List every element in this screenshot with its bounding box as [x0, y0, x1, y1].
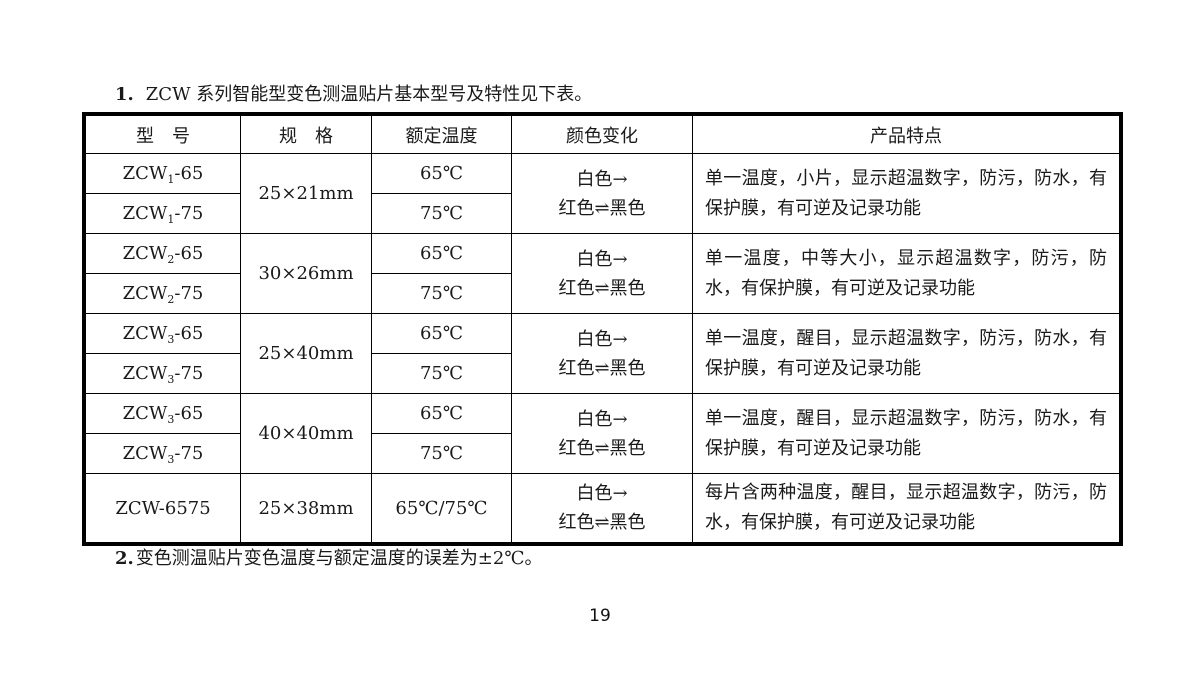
table-row: ZCW-6575 25×38mm 65℃/75℃ 白色→ 红色⇌黑色 每片含两种… [85, 473, 1120, 543]
model-suffix: -75 [174, 443, 204, 464]
temp-cell: 65℃/75℃ [371, 473, 512, 543]
model-suffix: -65 [174, 403, 204, 424]
table-row: ZCW2-65 30×26mm 65℃ 白色→ 红色⇌黑色 单一温度，中等大小，… [85, 233, 1120, 314]
color-change-line1: 白色→ [576, 328, 628, 350]
temp-cell: 65℃ [371, 313, 512, 354]
features-cell: 单一温度，小片，显示超温数字，防污，防水，有保护膜，有可逆及记录功能 [692, 153, 1120, 234]
model-suffix: -65 [174, 323, 204, 344]
heading-text: ZCW 系列智能型变色测温贴片基本型号及特性见下表。 [145, 84, 593, 105]
color-change-line2: 红色⇌黑色 [558, 512, 646, 533]
temp-cell: 65℃ [371, 153, 512, 194]
color-change-line2: 红色⇌黑色 [558, 197, 646, 219]
page-number: 19 [589, 606, 611, 626]
header-temp: 额定温度 [371, 115, 512, 154]
footnote-text: 变色测温贴片变色温度与额定温度的误差为±2℃。 [135, 548, 543, 569]
color-change-cell: 白色→ 红色⇌黑色 [511, 313, 693, 394]
color-change-cell: 白色→ 红色⇌黑色 [511, 393, 693, 474]
temp-cell: 65℃ [371, 233, 512, 274]
color-change-line1: 白色→ [576, 248, 628, 270]
table-header-row: 型 号 规 格 额定温度 颜色变化 产品特点 [85, 115, 1120, 154]
model-subscript: 3 [167, 453, 175, 466]
header-spec: 规 格 [240, 115, 372, 154]
model-cell: ZCW1-65 [85, 153, 241, 194]
model-cell: ZCW1-75 [85, 193, 241, 234]
model-suffix: -65 [174, 243, 204, 264]
header-features: 产品特点 [692, 115, 1120, 154]
temp-cell: 75℃ [371, 273, 512, 314]
section-heading: 1. ZCW 系列智能型变色测温贴片基本型号及特性见下表。 [115, 84, 592, 106]
model-prefix: ZCW [122, 203, 168, 224]
model-suffix: -75 [174, 203, 204, 224]
spec-cell: 25×38mm [240, 473, 372, 543]
spec-cell: 25×40mm [240, 313, 372, 394]
model-prefix: ZCW [122, 283, 168, 304]
spec-table: 型 号 规 格 额定温度 颜色变化 产品特点 ZCW1-65 25×21mm 6… [85, 115, 1120, 543]
header-color-change: 颜色变化 [511, 115, 693, 154]
model-prefix: ZCW [122, 443, 168, 464]
model-cell: ZCW-6575 [85, 473, 241, 543]
color-change-line1: 白色→ [576, 408, 628, 430]
model-suffix: -75 [174, 283, 204, 304]
model-subscript: 3 [167, 373, 175, 386]
model-prefix: ZCW [122, 243, 168, 264]
spec-table-container: 型 号 规 格 额定温度 颜色变化 产品特点 ZCW1-65 25×21mm 6… [82, 112, 1123, 546]
spec-cell: 40×40mm [240, 393, 372, 474]
model-prefix: ZCW [122, 363, 168, 384]
table-row: ZCW3-65 25×40mm 65℃ 白色→ 红色⇌黑色 单一温度，醒目，显示… [85, 313, 1120, 394]
model-prefix: ZCW [122, 403, 168, 424]
table-row: ZCW1-75 75℃ [85, 193, 1120, 234]
model-subscript: 2 [167, 293, 175, 306]
color-change-cell: 白色→ 红色⇌黑色 [511, 153, 693, 234]
temp-cell: 75℃ [371, 193, 512, 234]
features-cell: 单一温度，醒目，显示超温数字，防污，防水，有保护膜，有可逆及记录功能 [692, 393, 1120, 474]
features-cell: 单一温度，醒目，显示超温数字，防污，防水，有保护膜，有可逆及记录功能 [692, 313, 1120, 394]
model-subscript: 1 [167, 213, 175, 226]
temp-cell: 75℃ [371, 433, 512, 474]
color-change-line2: 红色⇌黑色 [558, 277, 646, 299]
color-change-line1: 白色→ [576, 483, 628, 504]
spec-cell: 25×21mm [240, 153, 372, 234]
spec-cell: 30×26mm [240, 233, 372, 314]
model-subscript: 3 [167, 333, 175, 346]
model-cell: ZCW3-75 [85, 433, 241, 474]
model-cell: ZCW3-75 [85, 353, 241, 394]
footnote: 2. 变色测温贴片变色温度与额定温度的误差为±2℃。 [115, 548, 542, 570]
model-subscript: 1 [167, 173, 175, 186]
model-suffix: -65 [174, 163, 204, 184]
model-cell: ZCW2-65 [85, 233, 241, 274]
model-cell: ZCW3-65 [85, 313, 241, 354]
color-change-cell: 白色→ 红色⇌黑色 [511, 233, 693, 314]
features-cell: 单一温度，中等大小，显示超温数字，防污，防水，有保护膜，有可逆及记录功能 [692, 233, 1120, 314]
model-prefix: ZCW [122, 163, 168, 184]
model-cell: ZCW3-65 [85, 393, 241, 434]
color-change-cell: 白色→ 红色⇌黑色 [511, 473, 693, 543]
features-cell: 每片含两种温度，醒目，显示超温数字，防污，防水，有保护膜，有可逆及记录功能 [692, 473, 1120, 543]
model-subscript: 3 [167, 413, 175, 426]
color-change-line2: 红色⇌黑色 [558, 357, 646, 379]
footnote-number: 2. [115, 548, 134, 569]
temp-cell: 65℃ [371, 393, 512, 434]
table-row: ZCW3-65 40×40mm 65℃ 白色→ 红色⇌黑色 单一温度，醒目，显示… [85, 393, 1120, 474]
model-subscript: 2 [167, 253, 175, 266]
model-suffix: -75 [174, 363, 204, 384]
temp-cell: 75℃ [371, 353, 512, 394]
color-change-line1: 白色→ [576, 168, 628, 190]
table-row: ZCW3-75 75℃ [85, 433, 1120, 474]
model-cell: ZCW2-75 [85, 273, 241, 314]
color-change-line2: 红色⇌黑色 [558, 437, 646, 459]
model-prefix: ZCW [122, 323, 168, 344]
table-row: ZCW1-65 25×21mm 65℃ 白色→ 红色⇌黑色 单一温度，小片，显示… [85, 153, 1120, 234]
header-model: 型 号 [85, 115, 241, 154]
heading-number: 1. [115, 84, 134, 105]
